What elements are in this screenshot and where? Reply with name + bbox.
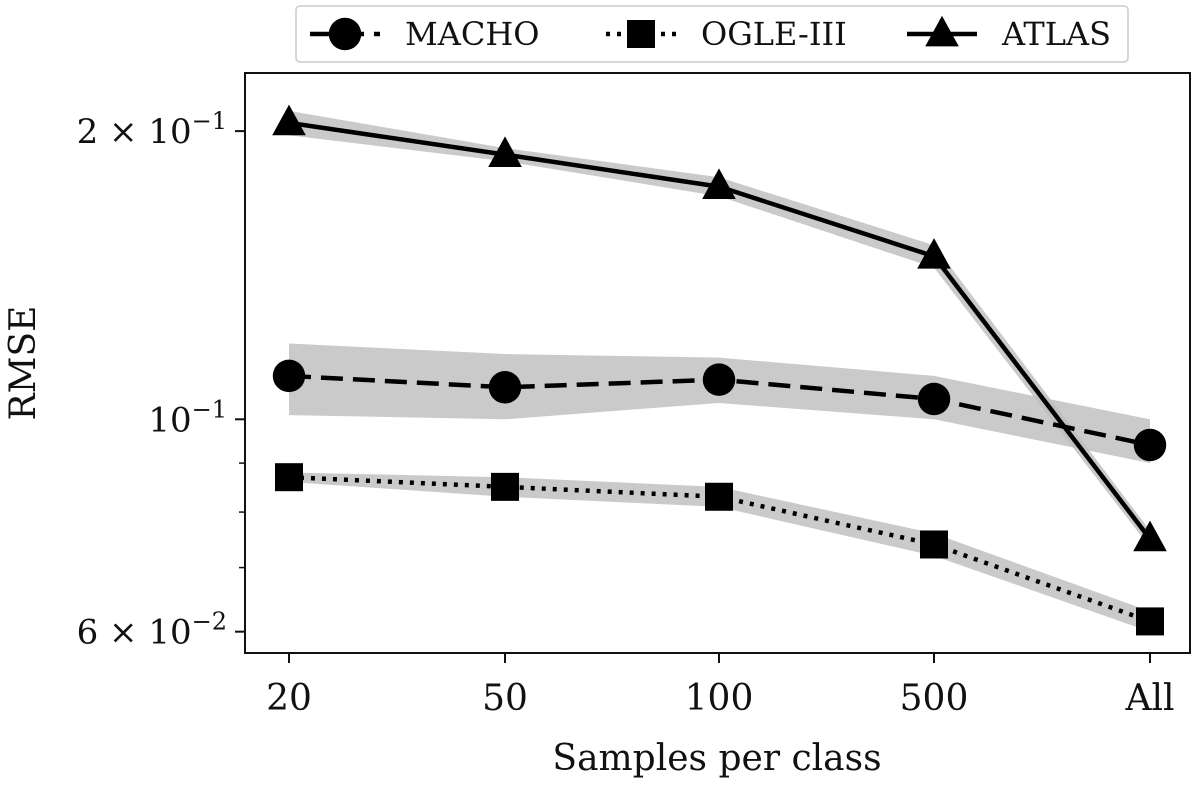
legend-box [295,5,1129,63]
legend-macho-marker [328,17,362,51]
legend-atlas-label: ATLAS [1001,15,1111,53]
ogle-iii-point [1136,607,1164,636]
macho-point [1133,428,1167,462]
atlas-point [1133,520,1167,552]
x-tick-label: 20 [266,678,312,719]
macho-point [702,363,736,396]
y-tick-label: 10−1 [148,395,227,440]
atlas-point [272,104,306,136]
macho-point [272,359,306,393]
y-axis-ticks: 2 × 10−1 10−1 6 × 10−2 [77,107,245,653]
atlas-point [917,238,951,269]
legend: MACHO OGLE-III ATLAS [295,5,1129,63]
x-axis-ticks: 20 50 100 500 All [266,653,1175,719]
x-tick-label: All [1124,678,1174,719]
y-axis-label: RMSE [3,306,44,421]
legend-ogle-iii-marker [627,20,655,48]
atlas-point [488,136,522,167]
x-axis-label: Samples per class [552,738,881,779]
series-markers [272,104,1167,636]
legend-atlas-marker [925,15,959,47]
ogle-iii-point [275,463,303,492]
legend-ogle-iii-label: OGLE-III [701,15,847,53]
macho-point [917,382,951,416]
y-tick-label: 6 × 10−2 [77,608,227,653]
legend-macho-label: MACHO [405,15,540,53]
ogle-iii-point [491,472,519,501]
y-tick-label: 2 × 10−1 [77,107,227,152]
macho-point [488,371,522,404]
x-tick-label: 500 [900,678,969,719]
ogle-iii-point [705,482,733,511]
ogle-iii-point [920,530,948,559]
atlas-point [702,168,736,199]
x-tick-label: 50 [482,678,528,719]
x-tick-label: 100 [685,678,754,719]
